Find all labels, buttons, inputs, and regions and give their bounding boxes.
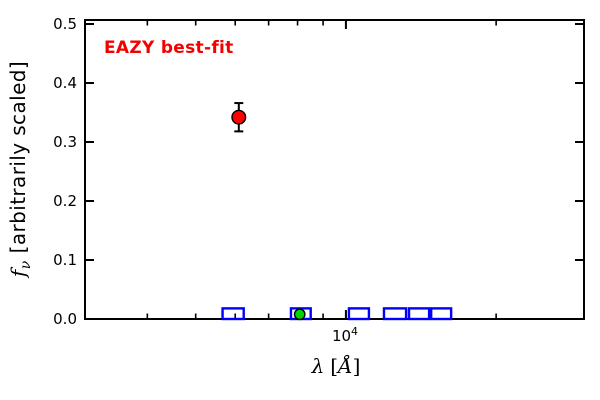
y-tick-label: 0.5: [53, 15, 77, 33]
filter-box: [429, 307, 453, 321]
model-photometry-point: [293, 308, 306, 321]
x-tick-label-1e4: 104: [332, 325, 358, 345]
angstrom-symbol: Å: [338, 354, 353, 378]
y-tick-label: 0.1: [53, 251, 77, 269]
y-tick-label: 0.2: [53, 192, 77, 210]
x-axis-label: λ [Å]: [312, 354, 361, 378]
filter-box: [382, 307, 408, 321]
lambda-symbol: λ: [311, 354, 325, 378]
y-tick-label: 0.4: [53, 74, 77, 92]
f-nu-symbol: f: [6, 269, 30, 278]
y-axis-label: fν [arbitrarily scaled]: [6, 61, 34, 277]
filter-box: [221, 307, 245, 321]
y-axis-label-text: [arbitrarily scaled]: [6, 60, 30, 254]
x-tick-exponent: 4: [351, 325, 359, 338]
bracket-close: ]: [352, 354, 361, 378]
y-tick-label: 0.0: [53, 310, 77, 328]
plot-frame: [84, 19, 585, 320]
x-tick-base: 10: [331, 327, 352, 345]
filter-box: [407, 307, 431, 321]
y-tick-label: 0.3: [53, 133, 77, 151]
nu-subscript: ν: [18, 260, 34, 270]
bestfit-annotation: EAZY best-fit: [104, 38, 234, 58]
observed-photometry-point: [231, 109, 247, 125]
filter-box: [347, 307, 371, 321]
bracket-open: [: [330, 354, 339, 378]
